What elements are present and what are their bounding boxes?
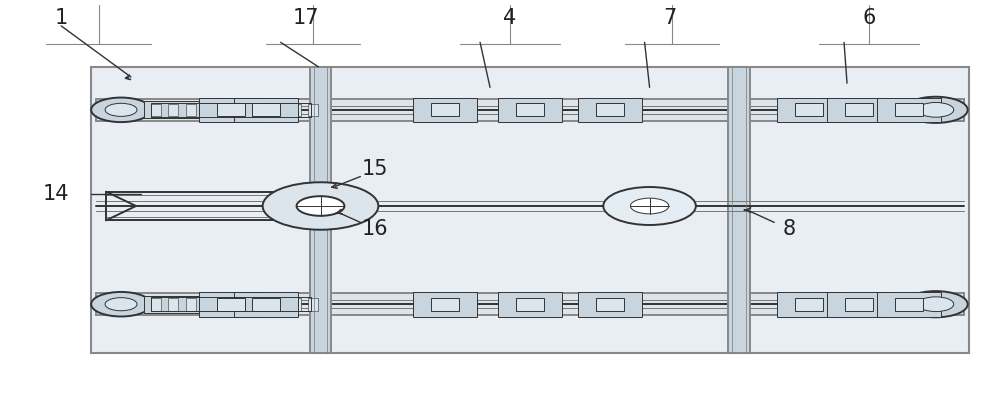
Bar xyxy=(578,98,642,122)
Bar xyxy=(238,103,248,116)
Bar xyxy=(256,103,266,116)
Bar xyxy=(274,298,284,311)
Bar xyxy=(904,296,924,313)
Bar xyxy=(845,103,873,117)
Bar xyxy=(777,98,841,122)
Bar xyxy=(91,67,969,353)
Bar xyxy=(827,292,891,316)
Text: 14: 14 xyxy=(43,184,69,204)
Bar xyxy=(186,103,196,116)
Bar xyxy=(151,103,311,117)
Bar xyxy=(413,98,477,122)
Bar xyxy=(252,103,280,117)
Bar xyxy=(217,297,245,311)
Circle shape xyxy=(630,198,669,214)
Bar xyxy=(199,98,263,122)
Bar xyxy=(256,298,266,311)
Circle shape xyxy=(918,103,954,117)
Bar xyxy=(151,103,161,116)
Bar xyxy=(291,298,301,311)
Bar xyxy=(877,292,941,316)
Bar xyxy=(199,292,263,316)
Bar xyxy=(274,103,284,116)
Bar xyxy=(498,292,562,316)
Bar xyxy=(151,298,161,311)
Bar xyxy=(168,298,178,311)
Text: 6: 6 xyxy=(862,8,876,28)
Bar xyxy=(904,101,924,118)
Bar xyxy=(204,298,214,311)
Circle shape xyxy=(603,187,696,225)
Bar xyxy=(431,103,459,117)
Circle shape xyxy=(904,291,968,317)
Text: 4: 4 xyxy=(503,8,517,28)
Bar xyxy=(596,103,624,117)
Bar xyxy=(795,103,823,117)
Circle shape xyxy=(91,292,151,316)
Circle shape xyxy=(105,103,137,116)
Bar xyxy=(877,98,941,122)
Bar xyxy=(308,298,318,311)
Bar xyxy=(217,103,245,117)
Bar xyxy=(310,67,331,353)
Bar xyxy=(578,292,642,316)
Text: 8: 8 xyxy=(783,218,796,239)
Bar xyxy=(431,297,459,311)
Bar xyxy=(795,297,823,311)
Bar xyxy=(413,292,477,316)
Bar xyxy=(895,103,923,117)
Bar xyxy=(238,298,248,311)
Bar xyxy=(221,298,231,311)
Bar xyxy=(151,297,311,311)
Text: 7: 7 xyxy=(663,8,676,28)
Bar xyxy=(777,292,841,316)
Circle shape xyxy=(918,297,954,311)
Circle shape xyxy=(105,297,137,311)
Text: 16: 16 xyxy=(362,218,389,239)
Bar xyxy=(895,297,923,311)
Bar xyxy=(291,103,301,116)
Text: 15: 15 xyxy=(362,159,389,179)
Bar xyxy=(516,297,544,311)
Bar xyxy=(827,98,891,122)
Bar xyxy=(516,103,544,117)
Bar xyxy=(96,293,964,316)
Bar xyxy=(96,98,964,121)
Circle shape xyxy=(91,98,151,122)
Circle shape xyxy=(904,97,968,123)
Bar xyxy=(234,98,298,122)
Bar xyxy=(168,103,178,116)
Circle shape xyxy=(297,196,344,216)
Bar xyxy=(596,297,624,311)
Bar xyxy=(144,296,199,313)
Bar xyxy=(234,292,298,316)
Bar xyxy=(144,101,199,118)
Bar xyxy=(498,98,562,122)
Bar xyxy=(845,297,873,311)
Bar xyxy=(252,297,280,311)
Text: 1: 1 xyxy=(55,8,68,28)
Bar xyxy=(204,103,214,116)
Bar xyxy=(308,103,318,116)
Bar xyxy=(728,67,750,353)
Bar xyxy=(186,298,196,311)
Text: 17: 17 xyxy=(292,8,319,28)
Bar xyxy=(221,103,231,116)
Circle shape xyxy=(263,182,378,230)
